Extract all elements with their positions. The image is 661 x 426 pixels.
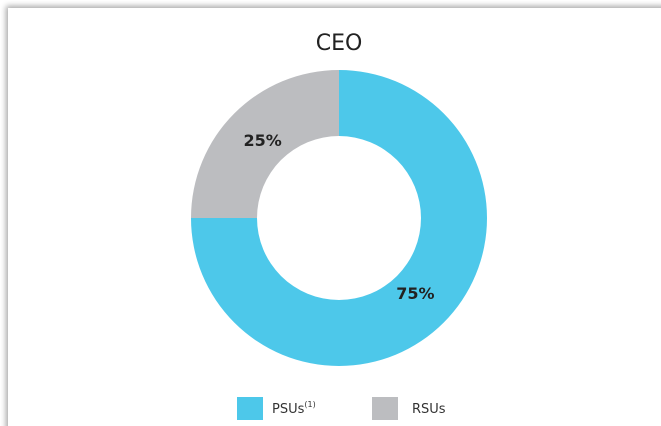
legend-superscript: (1): [304, 400, 315, 409]
data-label: 75%: [396, 284, 434, 303]
pie: 75% 25%: [191, 70, 487, 366]
slice: [191, 70, 487, 366]
legend-swatch: [237, 397, 263, 420]
slice: [191, 70, 339, 218]
legend-name: PSUs: [272, 402, 305, 417]
legend-label: PSUs(1): [272, 400, 316, 417]
legend-swatch: [372, 397, 398, 420]
chart-title: CEO: [316, 31, 363, 56]
legend: PSUs(1) RSUs: [237, 397, 446, 420]
legend-name: RSUs: [412, 402, 446, 417]
legend-label: RSUs: [412, 402, 446, 417]
data-label: 25%: [243, 131, 281, 150]
